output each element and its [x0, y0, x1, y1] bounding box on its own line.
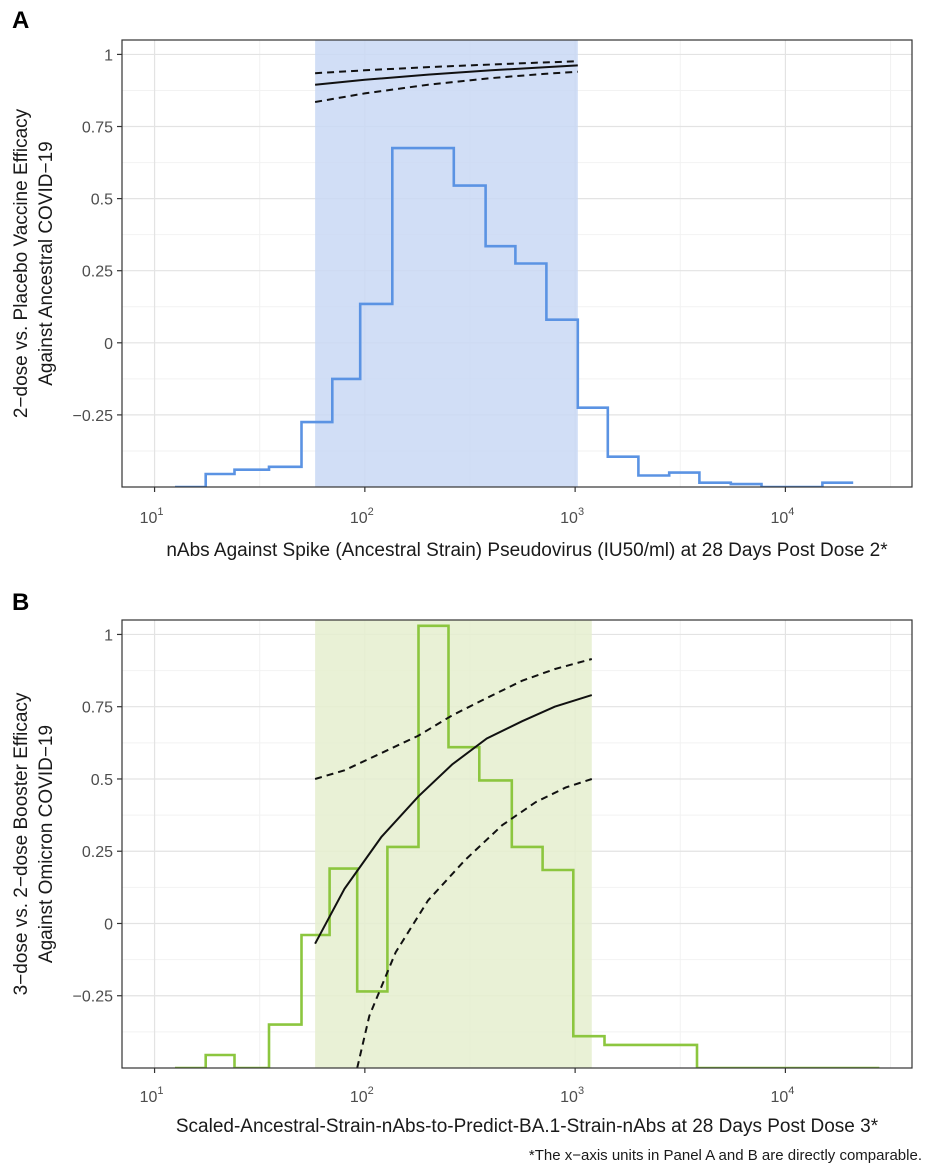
y-tick-label: 0.25 — [82, 264, 113, 281]
y-axis-title-line: Against Ancestral COVID−19 — [36, 141, 57, 386]
panel-tag: B — [12, 589, 29, 616]
y-tick-label: 0.25 — [82, 844, 113, 861]
x-tick-label: 102 — [350, 1085, 374, 1106]
x-tick-label: 103 — [560, 1085, 584, 1106]
panel-b: −0.25 0 0.25 0.5 0.75 1 101 102 103 104 Scaled-Anc… — [11, 589, 913, 1137]
y-tick-label: 0 — [104, 916, 113, 933]
panel-a: −0.25 0 0.25 0.5 0.75 1 101 102 103 104 nAbs Again… — [11, 7, 913, 561]
y-axis-title-line: Against Omicron COVID−19 — [36, 725, 57, 963]
x-tick-label: 102 — [350, 506, 374, 527]
efficacy-estimate-line — [315, 64, 578, 86]
efficacy-upper-ci-line — [314, 658, 593, 780]
footnote: *The x−axis units in Panel A and B are d… — [529, 1147, 922, 1164]
y-tick-label: 0.75 — [82, 120, 113, 137]
efficacy-upper-ci-line — [315, 60, 578, 75]
y-tick-label: 0 — [104, 336, 113, 353]
y-tick-label: 1 — [104, 47, 113, 64]
x-tick-label: 101 — [140, 1085, 164, 1106]
y-tick-label: −0.25 — [73, 408, 114, 425]
y-tick-label: 0.5 — [91, 772, 113, 789]
efficacy-lower-ci-line — [356, 778, 593, 1068]
x-axis-title: nAbs Against Spike (Ancestral Strain) Ps… — [166, 540, 888, 561]
x-tick-label: 103 — [560, 506, 584, 527]
x-tick-label: 104 — [770, 1085, 794, 1106]
x-tick-label: 101 — [140, 506, 164, 527]
shaded-range — [315, 620, 592, 1068]
x-tick-label: 104 — [770, 506, 794, 527]
panel-tag: A — [12, 7, 29, 34]
efficacy-estimate-line — [314, 694, 593, 945]
plot-border — [121, 39, 913, 488]
y-axis-title-line: 2−dose vs. Placebo Vaccine Efficacy — [11, 108, 32, 418]
y-tick-label: 0.5 — [91, 192, 113, 209]
efficacy-lower-ci-line — [314, 70, 578, 103]
y-tick-label: 0.75 — [82, 700, 113, 717]
y-axis-title-line: 3−dose vs. 2−dose Booster Efficacy — [11, 692, 32, 995]
plot-border — [121, 619, 913, 1069]
y-tick-label: 1 — [104, 627, 113, 644]
y-tick-label: −0.25 — [73, 989, 114, 1006]
histogram-step-line — [175, 624, 880, 1068]
histogram-step-line — [175, 146, 854, 487]
x-axis-title: Scaled-Ancestral-Strain-nAbs-to-Predict-… — [176, 1116, 879, 1137]
